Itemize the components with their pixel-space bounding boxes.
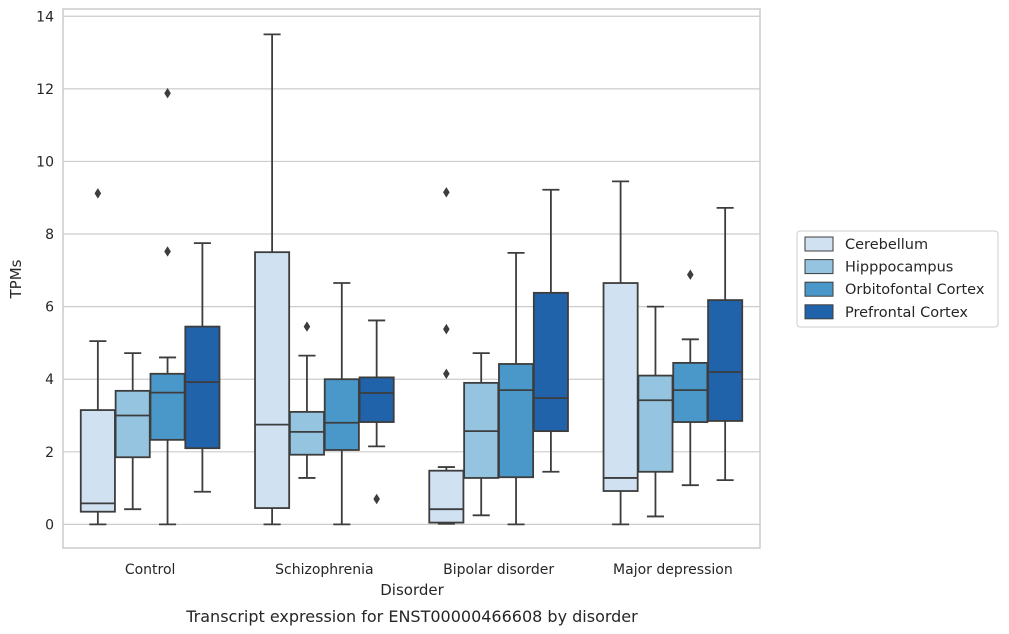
box-iqr xyxy=(672,361,709,423)
y-tick-label: 4 xyxy=(45,372,54,388)
box-iqr xyxy=(498,363,535,479)
box-iqr xyxy=(323,378,360,451)
box-schizophrenia xyxy=(323,282,360,526)
legend-label: Prefrontal Cortex xyxy=(845,305,968,321)
outlier-point xyxy=(373,493,380,505)
outlier-point xyxy=(687,269,694,280)
box-iqr xyxy=(358,376,395,423)
box-major-depression xyxy=(672,269,709,487)
outlier-point xyxy=(443,323,450,335)
box-series xyxy=(79,33,744,526)
legend-label: Cerebellum xyxy=(845,237,928,253)
box-major-depression xyxy=(637,305,674,518)
x-tick-label: Control xyxy=(125,562,176,578)
box-control xyxy=(149,88,186,526)
box-major-depression xyxy=(707,207,744,482)
y-tick-label: 10 xyxy=(36,154,54,170)
legend-frame xyxy=(796,230,999,328)
plot-area-frame xyxy=(62,8,761,549)
legend-items: Cerebellum Hipppocampus Orbitofontal Corte… xyxy=(804,236,985,321)
box-bipolar-disorder xyxy=(428,187,465,525)
box-iqr xyxy=(637,374,674,473)
outlier-point xyxy=(443,368,450,379)
box-iqr xyxy=(707,299,744,422)
x-tick-label: Major depression xyxy=(613,562,733,578)
box-iqr xyxy=(149,372,186,441)
series-cerebellum xyxy=(79,33,639,526)
series-orbitofontal-cortex xyxy=(149,88,709,526)
y-tick-label: 2 xyxy=(45,445,54,461)
outlier-point xyxy=(164,88,171,99)
x-axis-ticks: Control Schizophrenia Bipolar disorder Majo… xyxy=(125,562,733,578)
outlier-point xyxy=(164,246,171,257)
y-tick-label: 8 xyxy=(45,227,54,243)
x-tick-label: Schizophrenia xyxy=(275,562,373,578)
box-control xyxy=(79,188,116,526)
box-iqr xyxy=(602,282,639,492)
figure-caption: Transcript expression for ENST0000046660… xyxy=(185,607,638,626)
box-bipolar-disorder xyxy=(498,252,535,526)
y-tick-label: 0 xyxy=(45,517,54,533)
box-schizophrenia xyxy=(254,33,291,526)
box-control xyxy=(114,352,151,511)
y-axis-label: TPMs xyxy=(7,259,25,299)
box-bipolar-disorder xyxy=(463,352,500,517)
box-iqr xyxy=(288,410,325,456)
y-tick-label: 14 xyxy=(36,9,54,25)
box-iqr xyxy=(532,291,569,433)
box-schizophrenia xyxy=(288,321,325,479)
x-tick-label: Bipolar disorder xyxy=(443,562,554,578)
box-iqr xyxy=(428,469,465,524)
legend-swatch xyxy=(804,236,834,252)
series-hipppocampus xyxy=(114,305,674,518)
legend-swatch xyxy=(804,259,834,275)
box-iqr xyxy=(114,389,151,459)
legend-label: Hipppocampus xyxy=(845,260,953,276)
box-iqr xyxy=(254,251,291,509)
legend-swatch xyxy=(804,304,834,320)
legend-label: Orbitofontal Cortex xyxy=(845,282,985,298)
x-axis-label: Disorder xyxy=(380,581,444,599)
y-tick-label: 12 xyxy=(36,82,54,98)
box-schizophrenia xyxy=(358,319,395,505)
y-tick-label: 6 xyxy=(45,300,54,316)
outlier-point xyxy=(94,188,102,199)
legend: Cerebellum Hipppocampus Orbitofontal Corte… xyxy=(796,230,999,328)
box-bipolar-disorder xyxy=(532,188,569,473)
y-axis-ticks: 0 2 4 6 8 10 12 14 xyxy=(36,9,54,533)
box-control xyxy=(184,242,221,493)
legend-swatch xyxy=(804,281,834,297)
outlier-point xyxy=(303,321,311,332)
box-iqr xyxy=(79,409,116,513)
box-iqr xyxy=(184,325,221,450)
outlier-point xyxy=(443,187,450,198)
series-prefrontal-cortex xyxy=(184,188,744,505)
box-major-depression xyxy=(602,180,639,526)
